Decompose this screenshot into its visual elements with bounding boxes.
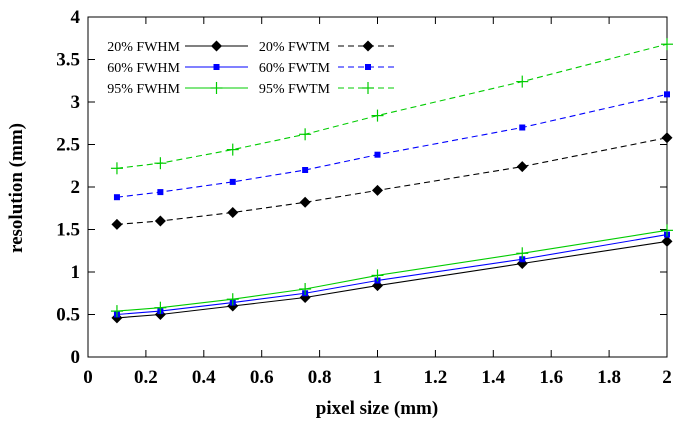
x-tick-label: 1.2: [424, 367, 448, 388]
data-point: [371, 269, 384, 282]
legend-label: 20% FWTM: [259, 40, 331, 55]
series-60-fwtm: [113, 91, 670, 201]
y-tick-label: 1.5: [56, 220, 80, 241]
legend-marker: [362, 40, 374, 52]
series-20-fwtm: [111, 132, 673, 230]
legend-entry: 60% FWHM: [107, 61, 248, 76]
series-line: [116, 43, 668, 169]
y-tick-label: 3: [71, 92, 81, 113]
data-point: [111, 218, 123, 230]
data-point: [374, 151, 381, 158]
x-axis-title: pixel size (mm): [316, 398, 438, 419]
y-tick-label: 2: [71, 177, 81, 198]
legend-label: 20% FWHM: [107, 40, 180, 55]
legend-marker: [211, 40, 222, 52]
data-point: [299, 196, 311, 208]
data-point: [227, 207, 239, 218]
legend-marker: [365, 64, 371, 70]
data-point: [661, 235, 673, 247]
legend-label: 60% FWTM: [259, 61, 331, 76]
y-tick-label: 0.5: [56, 305, 80, 326]
series-line: [116, 234, 668, 316]
y-axis-ticks: 0 0.5 1 1.5 2 2.5 3 3.5 4: [56, 7, 667, 368]
x-axis-ticks: 0 0.2 0.4 0.6 0.8 1 1.2 1.4 1.6 1.8 2: [83, 17, 672, 388]
x-tick-label: 0.6: [250, 367, 274, 388]
data-point: [371, 109, 384, 122]
data-point: [226, 293, 239, 306]
data-point: [661, 132, 673, 144]
legend-entry: 95% FWHM: [107, 82, 248, 97]
data-point: [372, 184, 383, 196]
data-point: [113, 194, 120, 201]
series-95-fwtm: [110, 38, 673, 175]
legend-marker: [210, 82, 223, 94]
y-tick-label: 2.5: [56, 135, 80, 156]
series-layer: [110, 38, 673, 324]
series-20-fwhm: [111, 235, 673, 324]
x-tick-label: 0: [83, 367, 93, 388]
y-tick-label: 4: [71, 7, 81, 28]
legend-entry: 20% FWHM: [107, 40, 248, 55]
data-point: [661, 38, 673, 51]
y-tick-label: 1: [71, 262, 81, 283]
data-point: [516, 75, 529, 88]
x-tick-label: 0.2: [134, 367, 158, 388]
data-point: [299, 283, 312, 295]
x-tick-label: 0.8: [308, 367, 332, 388]
data-point: [664, 91, 670, 98]
data-point: [154, 301, 167, 314]
data-point: [154, 215, 166, 227]
x-tick-label: 1.6: [539, 367, 563, 388]
legend-marker: [362, 82, 374, 94]
data-point: [226, 143, 239, 156]
x-tick-label: 1: [373, 367, 383, 388]
x-tick-label: 0.4: [192, 367, 216, 388]
legend-label: 95% FWHM: [107, 82, 180, 97]
legend-entry: 95% FWTM: [259, 82, 398, 97]
data-point: [157, 189, 164, 196]
series-line: [116, 93, 668, 198]
data-point: [110, 305, 123, 318]
data-point: [110, 162, 123, 175]
series-95-fwhm: [110, 224, 673, 318]
legend: 20% FWHM 20% FWTM 60% FWHM 60% FWTM 95% FWHM…: [107, 40, 398, 97]
legend-entry: 60% FWTM: [259, 61, 398, 76]
series-60-fwhm: [113, 231, 670, 318]
data-point: [519, 124, 526, 131]
legend-label: 60% FWHM: [107, 61, 180, 76]
y-tick-label: 3.5: [56, 50, 80, 71]
x-tick-label: 1.4: [481, 367, 505, 388]
data-point: [299, 128, 312, 141]
legend-entry: 20% FWTM: [259, 40, 398, 55]
legend-label: 95% FWTM: [259, 82, 331, 97]
x-tick-label: 2: [662, 367, 672, 388]
series-line: [116, 137, 668, 225]
series-line: [116, 229, 668, 312]
data-point: [516, 161, 528, 173]
data-point: [302, 167, 309, 173]
y-tick-label: 0: [71, 347, 81, 368]
data-point: [229, 178, 236, 185]
y-axis-title: resolution (mm): [6, 123, 27, 253]
legend-marker: [213, 64, 220, 70]
data-point: [154, 157, 167, 170]
x-tick-label: 1.8: [597, 367, 621, 388]
data-point: [661, 224, 673, 237]
data-point: [516, 247, 529, 260]
